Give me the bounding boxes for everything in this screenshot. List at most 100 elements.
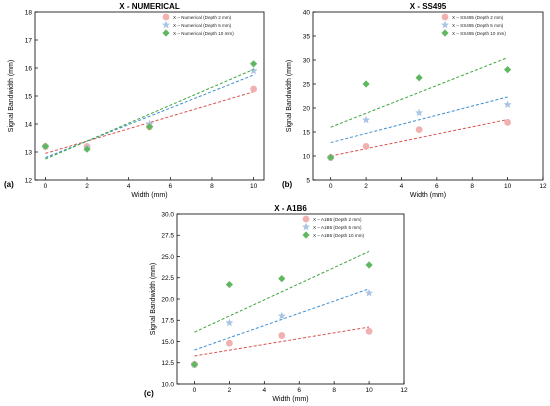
data-point-2-0 [41, 142, 50, 150]
panel-label: (c) [144, 389, 154, 398]
trend-line-1 [45, 74, 254, 159]
data-point-2-2 [145, 123, 154, 131]
trend-line-0 [45, 91, 254, 154]
y-tick-label: 35 [303, 33, 311, 40]
data-point-0-1 [362, 143, 370, 150]
x-axis-label: Width (mm) [131, 192, 167, 199]
legend-entry: X – SS495 (Depth 5 mm) [452, 23, 504, 28]
legend-entry: X – SS495 (Depth 2 mm) [452, 15, 504, 20]
plot-frame [312, 11, 544, 181]
legend-entry: X – Numerical (Depth 10 mm) [173, 31, 234, 36]
legend-entry: X – A1B6 (Depth 2 mm) [313, 217, 362, 222]
y-tick-label: 25 [303, 81, 311, 88]
data-point-1-3 [503, 100, 512, 109]
data-point-2-1 [225, 280, 233, 289]
y-tick-label: 15 [303, 129, 311, 136]
trend-line-2 [330, 57, 508, 128]
legend-marker [302, 231, 310, 239]
y-tick-label: 25.0 [161, 254, 174, 261]
x-tick-label: 10 [504, 183, 512, 190]
data-point-0-3 [365, 327, 373, 335]
data-point-1-3 [249, 66, 258, 75]
x-tick-label: 4 [262, 387, 266, 394]
x-tick-label: 8 [332, 387, 336, 394]
y-tick-label: 13 [25, 149, 33, 156]
chart-title: X - NUMERICAL [119, 2, 180, 11]
y-tick-label: 17.5 [161, 318, 174, 325]
chart-title: X - SS495 [410, 2, 447, 11]
data-point-2-2 [415, 74, 423, 82]
legend-entry: X – SS495 (Depth 10 mm) [452, 31, 506, 36]
x-tick-label: 4 [127, 183, 131, 190]
legend-marker [441, 29, 449, 37]
x-tick-label: 10 [250, 183, 258, 190]
panel-label: (b) [282, 180, 293, 189]
x-axis-label: Width (mm) [272, 396, 308, 403]
panel-label: (a) [4, 180, 14, 189]
y-tick-label: 27.5 [161, 233, 174, 240]
x-tick-label: 12 [400, 387, 408, 394]
data-point-2-0 [190, 360, 199, 369]
data-point-1-1 [362, 115, 371, 124]
trend-line-1 [330, 96, 508, 144]
x-axis-label: Width (mm) [410, 192, 446, 199]
data-point-1-3 [365, 288, 374, 297]
x-tick-label: 10 [365, 387, 373, 394]
legend-marker [162, 29, 170, 37]
y-tick-label: 12.5 [161, 360, 174, 367]
data-point-0-3 [504, 119, 512, 126]
legend-marker [302, 215, 310, 223]
data-point-2-1 [362, 80, 370, 88]
x-tick-label: 2 [85, 183, 89, 190]
x-tick-label: 6 [297, 387, 301, 394]
plot-frame [176, 213, 405, 385]
data-point-1-1 [225, 318, 234, 327]
legend-entry: X – A1B6 (Depth 5 mm) [313, 225, 362, 230]
data-point-2-3 [365, 261, 373, 269]
legend-entry: X – Numerical (Depth 5 mm) [173, 23, 232, 28]
y-axis-label: Signal Bandwidth (mm) [8, 60, 15, 132]
y-tick-label: 30.0 [161, 211, 174, 218]
chart-panel-1: X - SS495 0 2 4 6 8 10 12 5 10 15 20 25 30 35 40 Width (… [282, 2, 547, 199]
trend-line-0 [194, 326, 370, 357]
x-tick-label: 8 [470, 183, 474, 190]
legend-marker [162, 13, 170, 21]
y-tick-label: 22.5 [161, 275, 174, 282]
x-tick-label: 2 [364, 183, 368, 190]
x-tick-label: 6 [435, 183, 439, 190]
y-tick-label: 18 [25, 9, 33, 16]
y-tick-label: 17 [25, 37, 33, 44]
x-tick-label: 4 [400, 183, 404, 190]
data-point-2-3 [249, 60, 258, 68]
y-axis-label: Signal Bandwidth (mm) [150, 263, 157, 335]
x-tick-label: 6 [169, 183, 173, 190]
data-point-0-2 [278, 332, 286, 339]
legend-marker [302, 222, 310, 231]
trend-line-0 [330, 119, 508, 157]
data-point-2-1 [83, 145, 91, 153]
y-tick-label: 10 [303, 153, 311, 160]
y-axis-label: Signal Bandwidth (mm) [286, 60, 293, 132]
data-point-1-2 [277, 311, 286, 320]
data-point-2-3 [504, 66, 512, 74]
plot-frame [34, 11, 265, 181]
data-point-0-2 [415, 126, 423, 133]
x-tick-label: 0 [193, 387, 197, 394]
x-tick-label: 0 [329, 183, 333, 190]
legend-entry: X – A1B6 (Depth 10 mm) [313, 233, 365, 238]
y-tick-label: 14 [25, 121, 33, 128]
y-tick-label: 15 [25, 93, 33, 100]
y-tick-label: 5 [306, 177, 310, 184]
x-tick-label: 12 [539, 183, 547, 190]
legend-marker [162, 20, 170, 29]
y-tick-label: 12 [25, 177, 33, 184]
legend-marker [441, 13, 449, 21]
chart-title: X - A1B6 [274, 204, 307, 213]
legend: X – A1B6 (Depth 2 mm) X – A1B6 (Depth 5 m… [302, 215, 365, 239]
trend-line-1 [194, 288, 370, 351]
data-point-0-3 [250, 85, 257, 93]
y-tick-label: 16 [25, 65, 33, 72]
trend-line-2 [194, 250, 370, 333]
y-tick-label: 15.0 [161, 339, 174, 346]
